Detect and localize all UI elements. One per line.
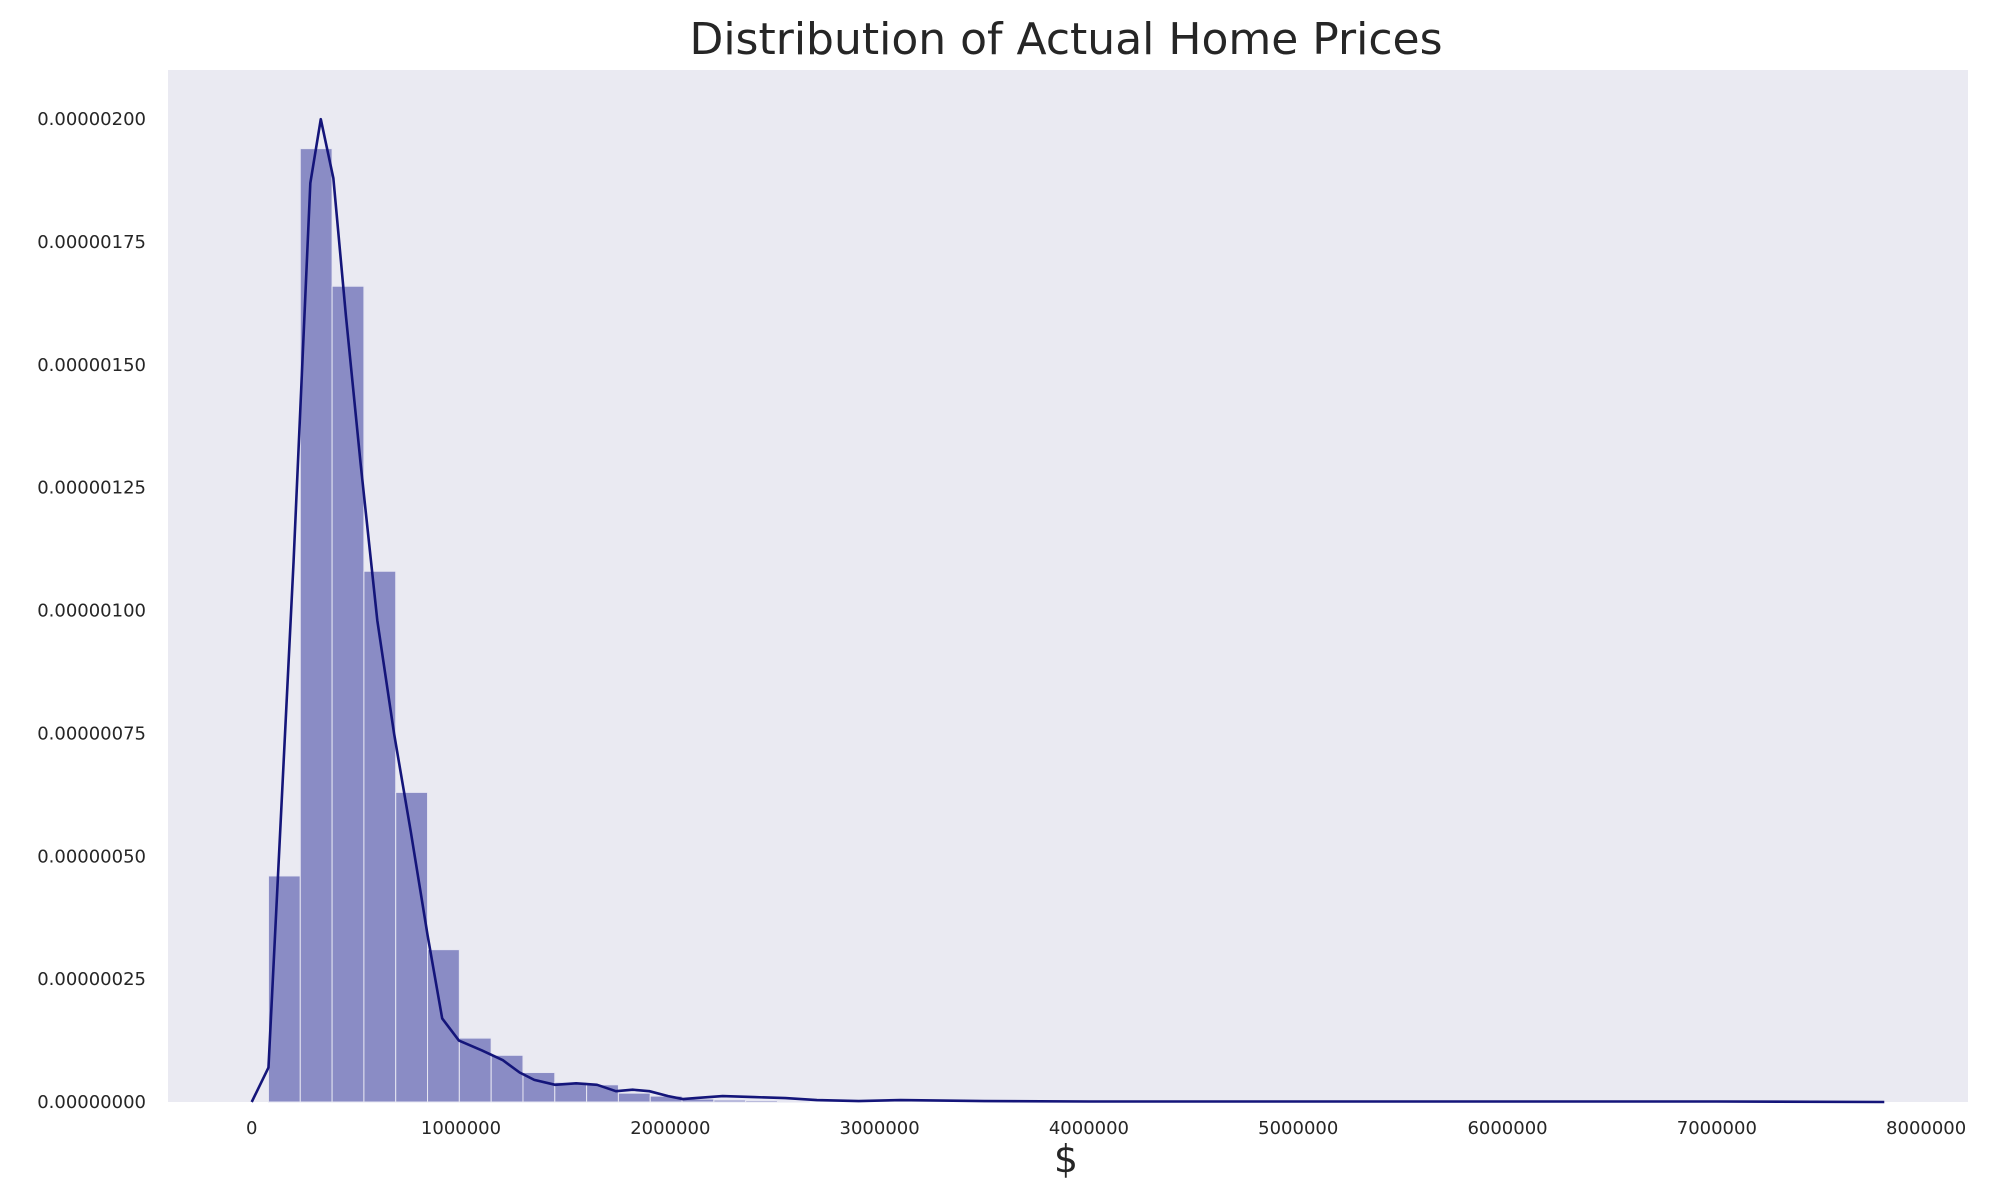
histogram-bar	[267, 875, 301, 1103]
x-tick-label: 8000000	[1886, 1118, 1966, 1139]
x-tick-label: 5000000	[1258, 1118, 1338, 1139]
x-tick-label: 3000000	[840, 1118, 920, 1139]
x-tick-label: 4000000	[1049, 1118, 1129, 1139]
y-tick-label: 0.00000075	[37, 723, 146, 744]
histogram-bar	[776, 1100, 810, 1103]
y-axis-ticks: 0.00000000 0.00000025 0.00000050 0.00000075…	[37, 109, 146, 1113]
y-tick-label: 0.00000050	[37, 846, 146, 867]
histogram-bar	[745, 1100, 778, 1103]
y-tick-label: 0.00000100	[37, 601, 146, 622]
histogram-bar	[427, 949, 460, 1103]
chart-title: Distribution of Actual Home Prices	[689, 14, 1442, 65]
x-tick-label: 2000000	[630, 1118, 710, 1139]
x-tick-label: 7000000	[1677, 1118, 1757, 1139]
histogram-bar	[713, 1099, 747, 1103]
y-tick-label: 0.00000025	[37, 969, 146, 990]
kde-curve	[250, 117, 1885, 1104]
x-tick-label: 6000000	[1467, 1118, 1547, 1139]
x-tick-label: 0	[246, 1118, 257, 1139]
histogram-bar	[395, 791, 429, 1103]
x-axis-ticks: 0 1000000 2000000 3000000 4000000 5000000 6000…	[246, 1118, 1966, 1139]
histogram-bar	[331, 285, 365, 1103]
histogram-bar	[617, 1092, 651, 1103]
plot-area	[168, 70, 1968, 1102]
x-tick-label: 1000000	[421, 1118, 501, 1139]
y-tick-label: 0.00000200	[37, 109, 146, 130]
histogram-bars	[267, 148, 810, 1103]
histogram-bar	[363, 570, 397, 1103]
y-tick-label: 0.00000000	[37, 1092, 146, 1113]
y-tick-label: 0.00000175	[37, 232, 146, 253]
y-tick-label: 0.00000150	[37, 355, 146, 376]
x-axis-label: $	[1054, 1137, 1078, 1181]
y-tick-label: 0.00000125	[37, 478, 146, 499]
